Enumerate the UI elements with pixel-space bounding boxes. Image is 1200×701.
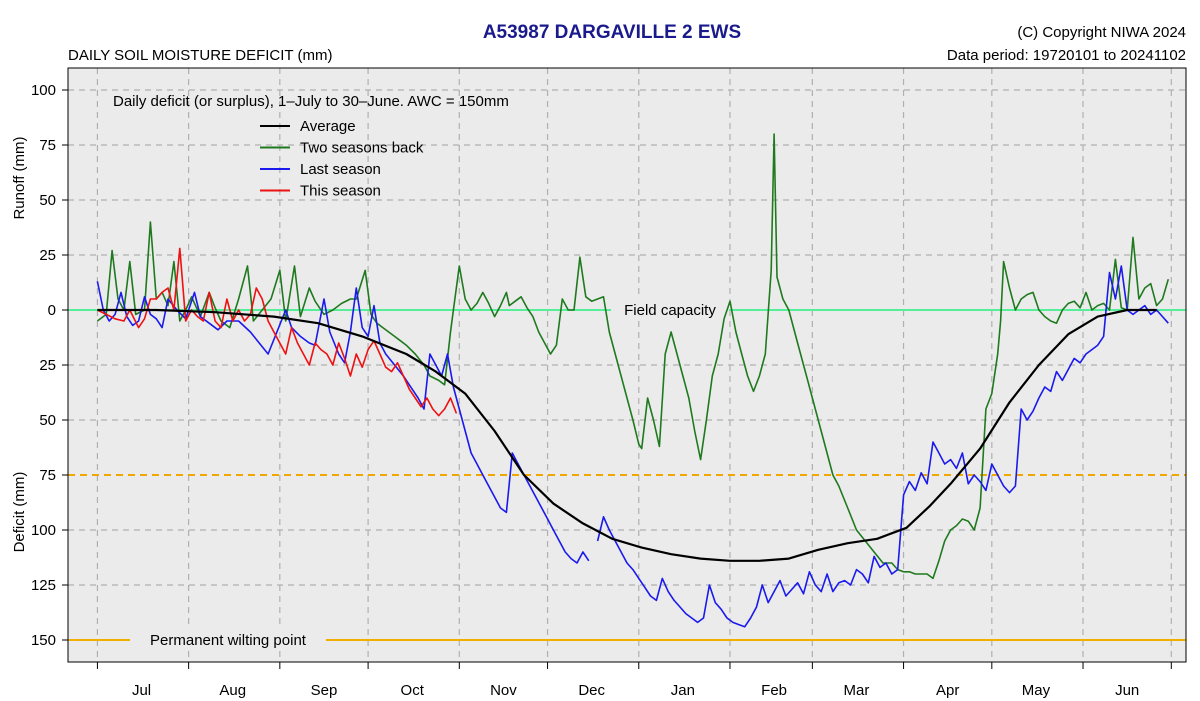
reference-label-bg xyxy=(611,299,729,321)
x-tick-label: Jun xyxy=(1115,682,1139,699)
y-tick-label: 75 xyxy=(39,137,56,154)
y-axis-label-runoff: Runoff (mm) xyxy=(11,136,28,219)
series-line-average xyxy=(97,308,1157,562)
y-tick-label: 0 xyxy=(48,302,56,319)
reference-label: Permanent wilting point xyxy=(150,632,307,649)
y-axis: 100 75 50 25 0 25 50 75 100 125 150 xyxy=(31,82,68,649)
x-tick-label: May xyxy=(1022,682,1051,699)
y-tick-label: 100 xyxy=(31,522,56,539)
x-tick-label: Jan xyxy=(671,682,695,699)
legend-label: Two seasons back xyxy=(300,140,424,157)
x-tick-label: Aug xyxy=(219,682,246,699)
legend-label: Average xyxy=(300,118,356,135)
data-period-text: Data period: 19720101 to 20241102 xyxy=(947,47,1186,64)
legend: Average Two seasons back Last season This s… xyxy=(260,118,424,200)
legend-label: Last season xyxy=(300,161,381,178)
y-tick-label: 100 xyxy=(31,82,56,99)
chart-note: Daily deficit (or surplus), 1–July to 30… xyxy=(113,93,509,110)
chart-subtitle: DAILY SOIL MOISTURE DEFICIT (mm) xyxy=(68,47,332,64)
x-tick-label: Mar xyxy=(844,682,870,699)
copyright-text: (C) Copyright NIWA 2024 xyxy=(1017,24,1186,41)
series-layer xyxy=(96,133,1170,628)
grid-lines xyxy=(68,68,1186,662)
y-tick-label: 50 xyxy=(39,192,56,209)
x-tick-label: Oct xyxy=(401,682,425,699)
y-tick-label: 50 xyxy=(39,412,56,429)
x-tick-label: Apr xyxy=(936,682,959,699)
y-tick-label: 25 xyxy=(39,357,56,374)
series-line-this-season xyxy=(97,247,458,417)
x-tick-label: Sep xyxy=(311,682,338,699)
y-tick-label: 25 xyxy=(39,247,56,264)
chart-title: A53987 DARGAVILLE 2 EWS xyxy=(483,22,741,43)
x-tick-label: Feb xyxy=(761,682,787,699)
series-line-two-seasons-back xyxy=(96,133,1170,580)
x-tick-label: Jul xyxy=(132,682,151,699)
series-line-last-season xyxy=(596,265,1169,628)
x-tick-label: Nov xyxy=(490,682,517,699)
y-tick-label: 150 xyxy=(31,632,56,649)
reference-label-bg xyxy=(130,629,326,651)
y-tick-label: 125 xyxy=(31,577,56,594)
y-axis-label-deficit: Deficit (mm) xyxy=(11,472,28,553)
y-tick-label: 75 xyxy=(39,467,56,484)
x-axis: Jul Aug Sep Oct Nov Dec Jan Feb Mar Apr May Jun xyxy=(96,662,1172,699)
series-line-last-season xyxy=(96,281,590,564)
legend-label: This season xyxy=(300,183,381,200)
x-tick-label: Dec xyxy=(578,682,605,699)
reference-lines: Field capacity Permanent wilting point xyxy=(68,299,1186,651)
reference-label: Field capacity xyxy=(624,302,716,319)
